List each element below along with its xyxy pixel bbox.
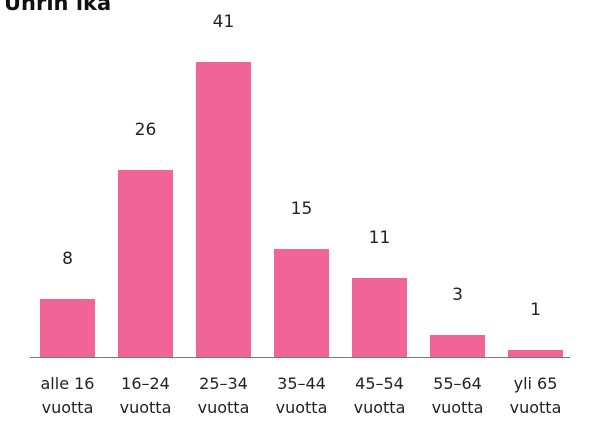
bar (118, 169, 173, 357)
data-label: 1 (530, 299, 541, 320)
x-tick-label: yli 65 vuotta (509, 374, 562, 417)
chart-title: Uhrin ikä (4, 0, 112, 15)
baseline (30, 357, 570, 358)
data-label: 26 (134, 119, 157, 140)
data-label: 15 (290, 199, 313, 220)
bar (430, 335, 485, 357)
data-label: 8 (62, 249, 73, 270)
x-tick-label: 35–44 vuotta (275, 374, 328, 417)
x-tick-label: 16–24 vuotta (119, 374, 172, 417)
bar (40, 299, 95, 357)
bar (352, 277, 407, 357)
bar (508, 349, 563, 357)
data-label: 41 (212, 12, 235, 32)
x-tick-label: 45–54 vuotta (353, 374, 406, 417)
x-tick-label: 55–64 vuotta (431, 374, 484, 417)
x-tick-label: alle 16 vuotta (40, 374, 95, 417)
bar (196, 62, 251, 357)
data-label: 11 (368, 227, 391, 248)
x-tick-label: 25–34 vuotta (197, 374, 250, 417)
bar (274, 249, 329, 357)
data-label: 3 (452, 285, 463, 306)
